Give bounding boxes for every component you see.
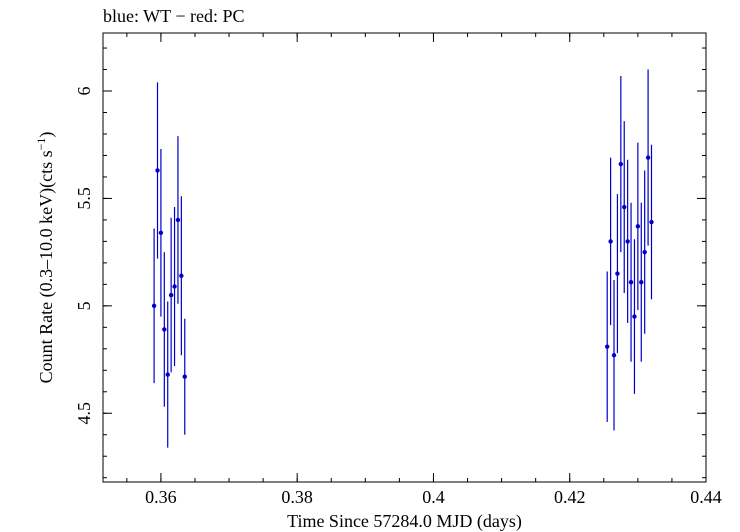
data-point [615,271,620,276]
data-point [622,204,627,210]
x-tick-label: 0.42 [554,487,586,507]
data-point [175,217,181,223]
y-axis-title-exponent: −1 [34,138,48,151]
data-point [642,249,647,255]
y-axis: 4.5 5 5.5 6 [74,47,706,479]
chart-title: blue: WT − red: PC [103,6,244,26]
data-point [605,344,610,349]
x-tick-label: 0.44 [690,487,722,507]
x-tick-label: 0.36 [145,487,177,507]
data-point [608,239,613,244]
data-point [618,161,624,167]
x-tick-label: 0.4 [422,487,445,507]
data-point [645,155,651,160]
y-tick-label: 5 [74,301,94,310]
data-point [625,239,630,244]
y-tick-label: 4.5 [74,402,94,425]
y-tick-label: 5.5 [74,187,94,210]
data-point [649,219,654,225]
data-point [165,372,170,377]
y-tick-label: 6 [74,87,94,96]
data-point [632,314,637,319]
data-point [168,292,174,298]
plot-frame [102,32,707,483]
data-point [179,273,184,278]
data-point [628,280,634,285]
data-point [639,280,644,285]
data-point [635,224,641,229]
data-point [155,168,160,173]
y-axis-title: Count Rate (0.3–10.0 keV)(cts s−1) [34,132,57,384]
data-point [182,374,187,379]
y-axis-title-main: Count Rate (0.3–10.0 keV)(cts s [36,150,57,383]
x-tick-label: 0.38 [281,487,313,507]
data-point [162,327,167,332]
y-axis-title-close: ) [36,132,57,138]
data-point [172,284,177,289]
data-point [151,303,157,309]
data-series-wt [151,69,654,448]
data-point [158,230,164,235]
x-axis-title: Time Since 57284.0 MJD (days) [287,511,522,532]
x-axis: 0.36 0.38 0.4 0.42 0.44 [126,33,722,507]
data-point [611,353,617,358]
